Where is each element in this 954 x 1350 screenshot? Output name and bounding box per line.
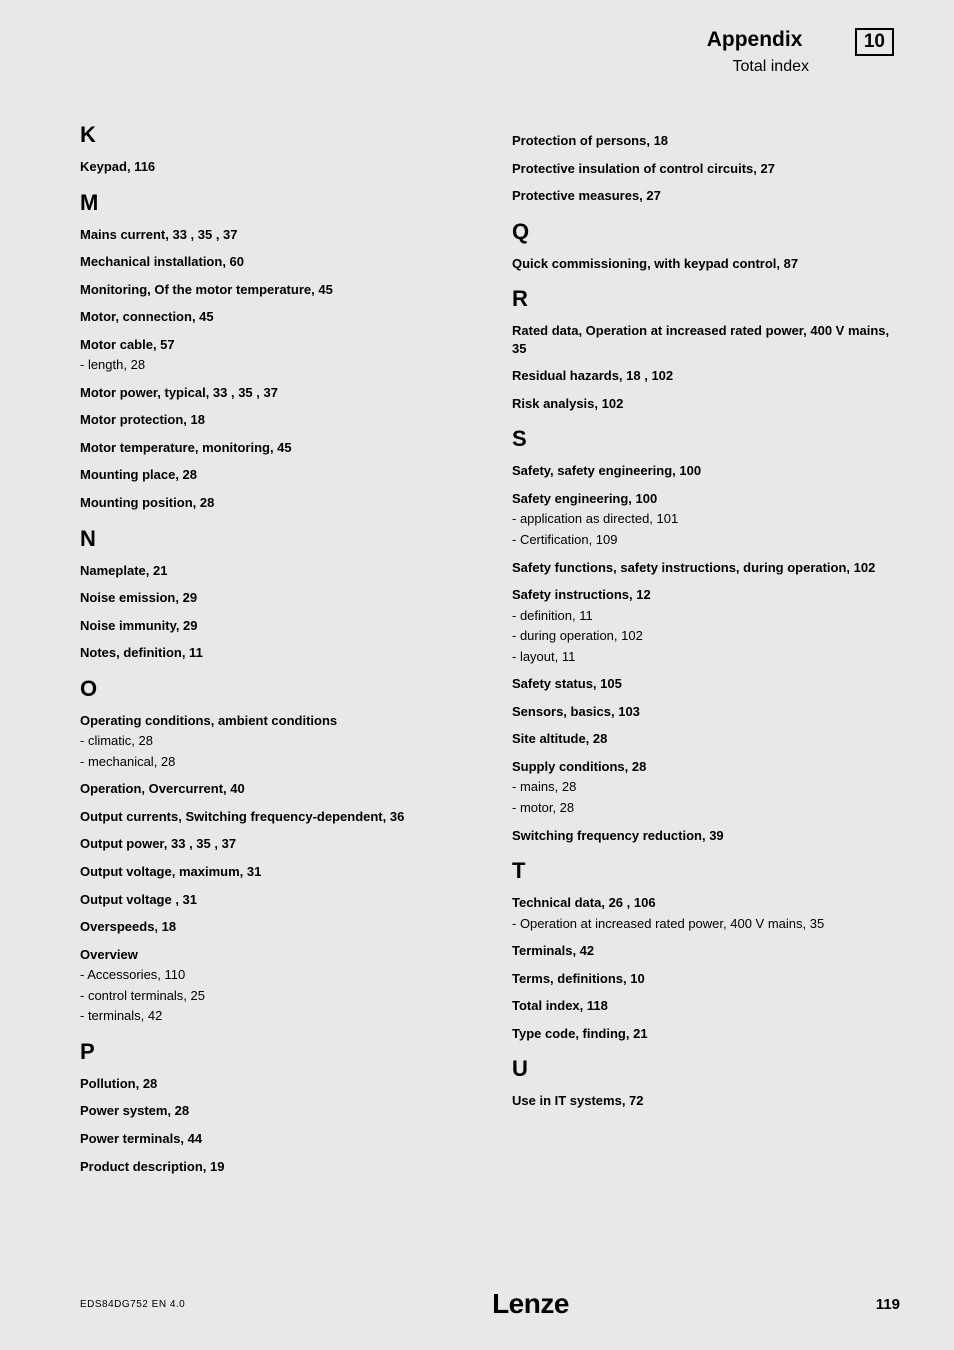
index-entry: Mechanical installation, 60	[80, 253, 468, 271]
right-column: Protection of persons, 18 Protective insu…	[512, 122, 900, 1175]
index-subentry: - application as directed, 101	[512, 510, 900, 528]
index-entry: Operating conditions, ambient conditions	[80, 712, 468, 730]
index-entry: Motor temperature, monitoring, 45	[80, 439, 468, 457]
index-entry: Output power, 33 , 35 , 37	[80, 835, 468, 853]
index-letter: R	[512, 286, 900, 312]
index-entry: Terms, definitions, 10	[512, 970, 900, 988]
index-entry: Noise emission, 29	[80, 589, 468, 607]
footer-doc-id: EDS84DG752 EN 4.0	[80, 1299, 185, 1310]
index-letter: O	[80, 676, 468, 702]
index-subentry: - Operation at increased rated power, 40…	[512, 915, 900, 933]
index-entry: Protection of persons, 18	[512, 132, 900, 150]
index-entry: Product description, 19	[80, 1158, 468, 1176]
index-subentry: - control terminals, 25	[80, 987, 468, 1005]
index-subentry: - layout, 11	[512, 648, 900, 666]
index-entry: Safety, safety engineering, 100	[512, 462, 900, 480]
index-letter: Q	[512, 219, 900, 245]
index-entry: Safety instructions, 12	[512, 586, 900, 604]
footer-logo: Lenze	[492, 1288, 569, 1320]
index-subentry: - during operation, 102	[512, 627, 900, 645]
index-entry: Site altitude, 28	[512, 730, 900, 748]
index-entry: Use in IT systems, 72	[512, 1092, 900, 1110]
index-entry: Motor cable, 57	[80, 336, 468, 354]
index-entry: Power terminals, 44	[80, 1130, 468, 1148]
index-subentry: - definition, 11	[512, 607, 900, 625]
index-entry: Safety functions, safety instructions, d…	[512, 559, 900, 577]
index-entry: Supply conditions, 28	[512, 758, 900, 776]
index-entry: Risk analysis, 102	[512, 395, 900, 413]
left-column: K Keypad, 116 M Mains current, 33 , 35 , 37…	[80, 122, 468, 1175]
index-entry: Type code, finding, 21	[512, 1025, 900, 1043]
index-subentry: - terminals, 42	[80, 1007, 468, 1025]
index-entry: Output voltage, maximum, 31	[80, 863, 468, 881]
index-entry: Keypad, 116	[80, 158, 468, 176]
index-entry: Safety engineering, 100	[512, 490, 900, 508]
index-subentry: - Certification, 109	[512, 531, 900, 549]
index-entry: Nameplate, 21	[80, 562, 468, 580]
chapter-badge: 10	[855, 28, 894, 56]
index-letter: P	[80, 1039, 468, 1065]
index-letter: N	[80, 526, 468, 552]
index-subentry: - motor, 28	[512, 799, 900, 817]
index-entry: Mains current, 33 , 35 , 37	[80, 226, 468, 244]
index-letter: U	[512, 1056, 900, 1082]
index-entry: Motor power, typical, 33 , 35 , 37	[80, 384, 468, 402]
index-entry: Mounting position, 28	[80, 494, 468, 512]
index-entry: Motor protection, 18	[80, 411, 468, 429]
index-entry: Overspeeds, 18	[80, 918, 468, 936]
index-subentry: - Accessories, 110	[80, 966, 468, 984]
index-entry: Total index, 118	[512, 997, 900, 1015]
index-letter: M	[80, 190, 468, 216]
index-entry: Rated data, Operation at increased rated…	[512, 322, 900, 357]
index-entry: Residual hazards, 18 , 102	[512, 367, 900, 385]
index-entry: Overview	[80, 946, 468, 964]
index-letter: S	[512, 426, 900, 452]
index-entry: Protective measures, 27	[512, 187, 900, 205]
header-subtitle: Total index	[80, 58, 809, 76]
index-entry: Output currents, Switching frequency-dep…	[80, 808, 468, 826]
index-entry: Technical data, 26 , 106	[512, 894, 900, 912]
index-entry: Monitoring, Of the motor temperature, 45	[80, 281, 468, 299]
index-entry: Output voltage , 31	[80, 891, 468, 909]
index-subentry: - length, 28	[80, 356, 468, 374]
index-entry: Noise immunity, 29	[80, 617, 468, 635]
index-entry: Terminals, 42	[512, 942, 900, 960]
footer: EDS84DG752 EN 4.0 Lenze 119	[80, 1288, 900, 1320]
index-entry: Operation, Overcurrent, 40	[80, 780, 468, 798]
index-entry: Sensors, basics, 103	[512, 703, 900, 721]
appendix-title: Appendix	[707, 28, 803, 52]
footer-page-number: 119	[876, 1296, 900, 1313]
index-entry: Power system, 28	[80, 1102, 468, 1120]
header: Appendix 10 Total index	[0, 0, 954, 94]
index-entry: Motor, connection, 45	[80, 308, 468, 326]
index-subentry: - climatic, 28	[80, 732, 468, 750]
index-entry: Protective insulation of control circuit…	[512, 160, 900, 178]
index-entry: Mounting place, 28	[80, 466, 468, 484]
index-letter: T	[512, 858, 900, 884]
index-entry: Pollution, 28	[80, 1075, 468, 1093]
index-subentry: - mains, 28	[512, 778, 900, 796]
index-letter: K	[80, 122, 468, 148]
index-entry: Safety status, 105	[512, 675, 900, 693]
index-entry: Switching frequency reduction, 39	[512, 827, 900, 845]
index-entry: Notes, definition, 11	[80, 644, 468, 662]
index-subentry: - mechanical, 28	[80, 753, 468, 771]
index-entry: Quick commissioning, with keypad control…	[512, 255, 900, 273]
index-content: K Keypad, 116 M Mains current, 33 , 35 , 37…	[0, 94, 954, 1175]
